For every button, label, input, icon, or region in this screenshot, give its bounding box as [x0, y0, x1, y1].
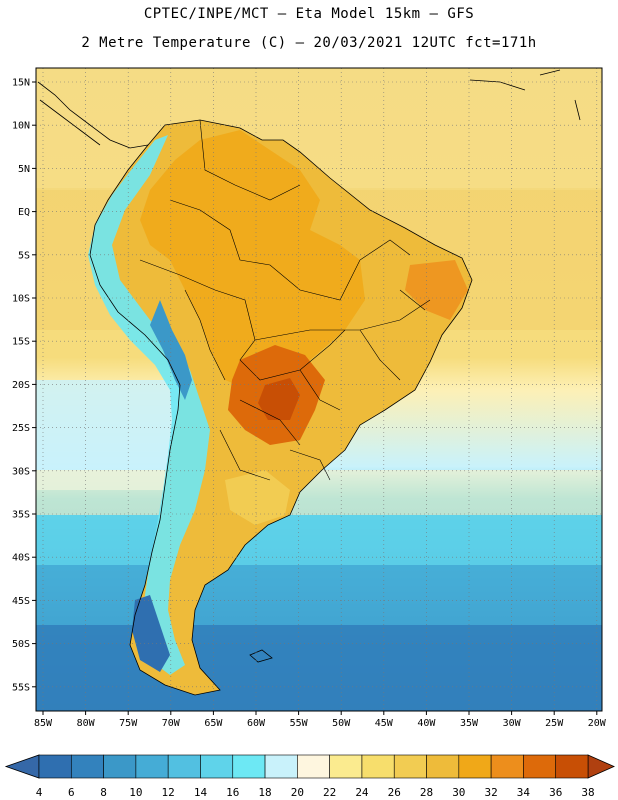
lon-label: 70W [162, 718, 181, 729]
colorbar-swatch [264, 754, 298, 779]
south-warm-zone [225, 470, 290, 525]
lon-label: 45W [375, 718, 394, 729]
lon-label: 80W [77, 718, 96, 729]
lat-label: 40S [12, 553, 30, 564]
lon-label: 40W [417, 718, 436, 729]
colorbar-label: 34 [517, 786, 531, 799]
colorbar-swatch [458, 754, 492, 779]
patagonia-cold-tip [132, 595, 170, 672]
colorbar: 4 6 8 10 12 14 16 18 20 22 24 26 28 30 32 34 36 38 [4, 754, 615, 799]
chart-title-line2: 2 Metre Temperature (C) – 20/03/2021 12U… [81, 35, 537, 51]
colorbar-label: 8 [100, 786, 107, 799]
colorbar-label: 28 [420, 786, 433, 799]
lon-label: 25W [545, 718, 564, 729]
central-america [37, 81, 149, 149]
colorbar-swatch [555, 754, 589, 779]
chart-title-line1: CPTEC/INPE/MCT – Eta Model 15km – GFS [143, 6, 475, 22]
colorbar-high-arrow [587, 754, 615, 779]
lon-label: 50W [332, 718, 351, 729]
lon-label: 20W [588, 718, 607, 729]
lat-label: 20S [12, 380, 30, 391]
andes-cool-strip [88, 135, 210, 675]
colorbar-swatch [70, 754, 104, 779]
colorbar-swatch [329, 754, 363, 779]
temperature-field [36, 68, 602, 711]
lat-label: 10S [12, 294, 30, 305]
hottest-spot [258, 378, 300, 420]
colorbar-swatch [167, 754, 201, 779]
colorbar-swatch [490, 754, 524, 779]
coastline [89, 119, 473, 696]
colorbar-label: 6 [68, 786, 75, 799]
colorbar-label: 14 [194, 786, 208, 799]
colorbar-swatch [523, 754, 557, 779]
colorbar-label: 10 [129, 786, 142, 799]
lat-label: 15N [12, 78, 30, 89]
mid-latitude-band [36, 515, 602, 565]
colorbar-swatch [426, 754, 460, 779]
lon-label: 55W [290, 718, 309, 729]
lat-label: 5S [18, 250, 30, 261]
lat-label: EQ [18, 207, 30, 218]
map-border [35, 67, 603, 712]
lat-label: 15S [12, 337, 30, 348]
colorbar-label: 12 [162, 786, 175, 799]
colorbar-label: 38 [581, 786, 594, 799]
colorbar-label: 20 [291, 786, 304, 799]
falkland-islands [249, 649, 273, 663]
colorbar-label: 4 [36, 786, 43, 799]
lat-label: 45S [12, 596, 30, 607]
southern-band [36, 565, 602, 625]
andes-cold-peaks [150, 300, 192, 400]
colorbar-swatch [393, 754, 427, 779]
lat-label: 50S [12, 639, 30, 650]
coastlines-and-borders [37, 69, 581, 696]
colorbar-label: 24 [355, 786, 369, 799]
colorbar-swatch [200, 754, 234, 779]
lat-label: 30S [12, 466, 30, 477]
lon-label: 35W [460, 718, 479, 729]
colorbar-swatch [103, 754, 137, 779]
colorbar-swatch [232, 754, 266, 779]
colorbar-swatch [361, 754, 395, 779]
border-lines [139, 119, 431, 481]
axes: 15N 10N 5N EQ 5S 10S 15S 20S 25S 30S 35S 40S 45S 50S 5… [12, 78, 607, 730]
colorbar-label: 36 [549, 786, 562, 799]
colorbar-swatch [38, 754, 72, 779]
lon-label: 75W [119, 718, 138, 729]
lon-label: 65W [204, 718, 223, 729]
lat-label: 10N [12, 121, 30, 132]
colorbar-label: 18 [258, 786, 271, 799]
lon-label: 30W [503, 718, 522, 729]
far-southern-band [36, 625, 602, 711]
lat-label: 35S [12, 510, 30, 521]
subtropical-band [36, 470, 602, 515]
colorbar-label: 22 [323, 786, 336, 799]
colorbar-low-arrow [4, 754, 40, 779]
colorbar-label: 30 [452, 786, 465, 799]
warm-interior-region [140, 130, 365, 390]
lat-label: 55S [12, 682, 30, 693]
colorbar-swatch [135, 754, 169, 779]
lat-label: 25S [12, 423, 30, 434]
lon-label: 60W [247, 718, 266, 729]
colorbar-swatch [297, 754, 330, 779]
colorbar-label: 32 [484, 786, 497, 799]
lat-label: 5N [18, 164, 30, 175]
lon-label: 85W [34, 718, 53, 729]
colorbar-label: 26 [388, 786, 401, 799]
colorbar-label: 16 [226, 786, 239, 799]
northeast-warm-zone [405, 260, 468, 320]
